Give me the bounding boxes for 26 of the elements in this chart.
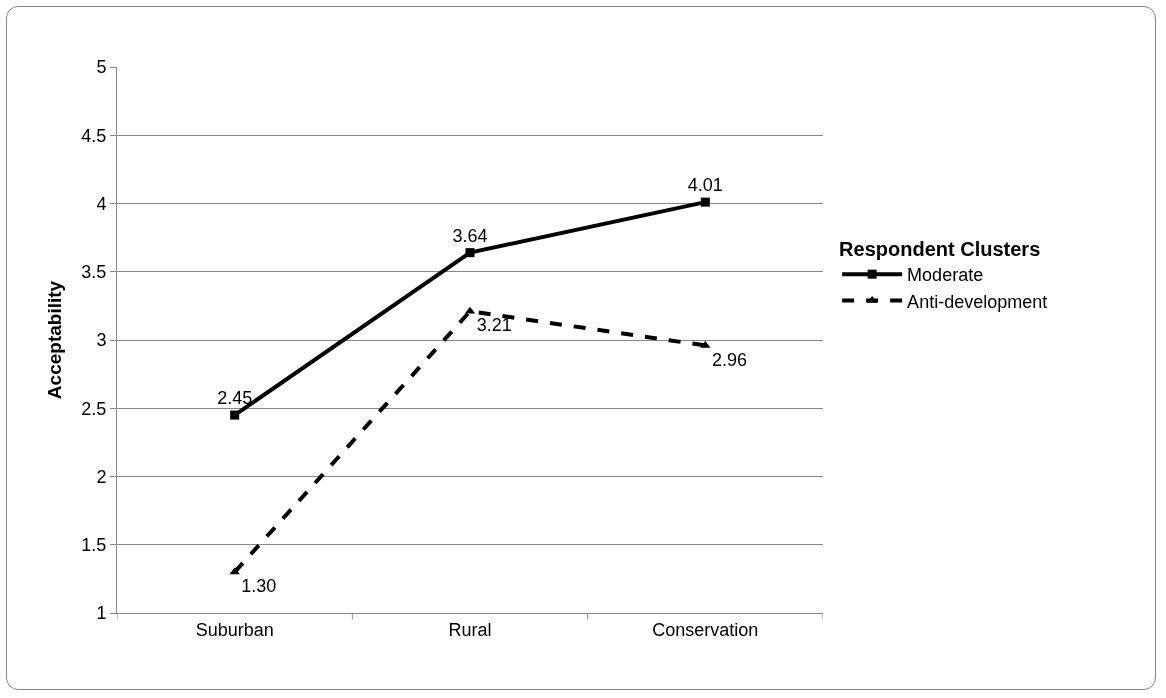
y-tick-label: 1: [96, 603, 107, 624]
point: [700, 197, 710, 207]
y-tick-label: 1.5: [81, 535, 107, 556]
point: [700, 340, 711, 348]
y-axis-title: Acceptability: [44, 280, 66, 400]
y-tick-label: 3: [96, 330, 107, 351]
data-label: 2.96: [711, 349, 747, 370]
y-tick-label: 4: [96, 193, 107, 214]
y-tick-label: 2: [96, 466, 107, 487]
y-tick-label: 2.5: [81, 398, 107, 419]
y-tick-label: 5: [96, 57, 107, 78]
x-tick-label: Suburban: [195, 619, 274, 640]
x-tick-label: Conservation: [652, 619, 759, 640]
x-tick-label: Rural: [448, 619, 492, 640]
y-tick-label: 4.5: [81, 125, 107, 146]
point: [465, 248, 475, 258]
y-tick-label: 3.5: [81, 262, 107, 283]
legend-title: Respondent Clusters: [839, 237, 1041, 260]
data-label: 1.30: [241, 576, 277, 597]
point: [230, 410, 240, 420]
legend-label: Anti-development: [907, 291, 1048, 312]
data-label: 3.21: [476, 315, 512, 336]
legend-label: Moderate: [907, 265, 984, 286]
data-label: 3.64: [452, 225, 488, 246]
data-label: 4.01: [687, 175, 723, 196]
data-label: 2.45: [217, 387, 253, 408]
